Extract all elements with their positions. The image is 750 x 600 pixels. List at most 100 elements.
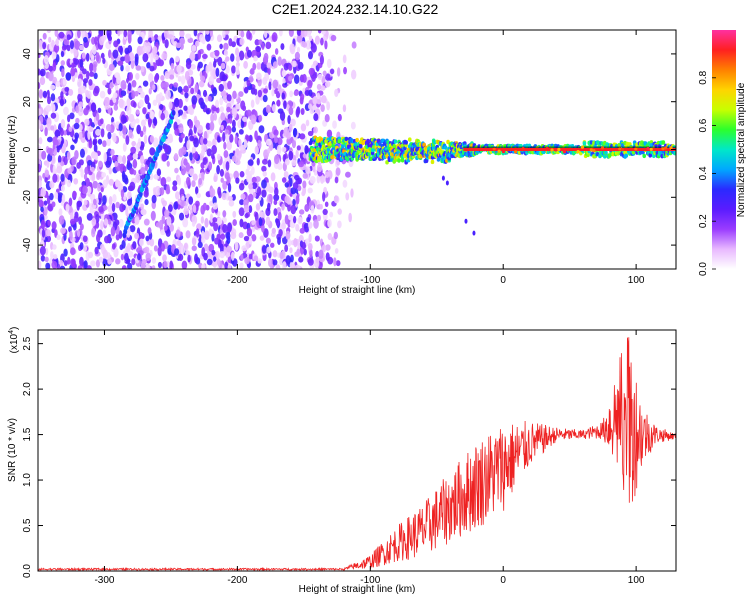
spectrogram-cell <box>51 104 56 113</box>
spectrogram-cell <box>127 30 132 39</box>
spectrogram-cell <box>316 214 322 222</box>
spectrogram-cell <box>232 108 237 119</box>
spectrogram-cell <box>106 137 112 147</box>
spectrogram-cell <box>83 260 88 269</box>
spectrogram-cell <box>134 90 139 97</box>
spectrogram-cell <box>83 107 89 116</box>
spectrogram-cell <box>324 80 331 88</box>
spectrogram-cell <box>40 219 46 230</box>
spectrogram-cell <box>77 265 83 269</box>
spectrogram-cell <box>73 178 79 185</box>
spectrogram-cell <box>63 38 70 46</box>
spectrogram-cell <box>180 245 186 254</box>
spectrogram-cell <box>66 34 71 41</box>
spectrogram-cell <box>205 122 211 131</box>
spectrogram-cell <box>80 85 87 94</box>
spectrogram-cell <box>175 42 182 49</box>
y-tick-label: 0.0 <box>22 564 33 578</box>
spectrogram-cell <box>202 89 208 97</box>
spectrogram-cell <box>276 137 283 146</box>
spectrogram-cell <box>153 118 158 127</box>
colorbar-bar <box>712 30 736 269</box>
spectrogram-cell <box>217 217 223 226</box>
spectrogram-cell <box>562 150 566 154</box>
spectrogram-cell <box>40 206 44 212</box>
spectrogram-cell <box>174 248 180 256</box>
spectrogram-cell <box>226 106 231 113</box>
spectrogram-cell <box>172 185 178 192</box>
spectrogram-cell <box>211 249 216 256</box>
spectrogram-cell <box>238 232 244 239</box>
spectrogram-cell <box>100 220 104 231</box>
spectrogram-cell <box>223 49 228 57</box>
spectrogram-cell <box>152 45 158 55</box>
spectrogram-cell <box>261 42 265 50</box>
spectrogram-cell <box>385 160 389 165</box>
spectrogram-cell <box>81 52 86 59</box>
spectrogram-cell <box>325 252 330 261</box>
spectrogram-cell <box>228 117 233 124</box>
spectrogram-cell <box>321 77 325 84</box>
spectrogram-cell <box>334 88 339 98</box>
spectrogram-cell <box>300 123 307 132</box>
spectrogram-cell <box>240 193 246 200</box>
spectrogram-cell <box>162 254 167 262</box>
spectrogram-cell <box>161 153 168 162</box>
spectrogram-cell <box>284 182 290 188</box>
spectrogram-cell <box>276 99 281 107</box>
spectrogram-cell <box>243 86 249 94</box>
spectrogram-cell <box>337 113 342 122</box>
spectrogram-cell <box>288 30 294 38</box>
spectrogram-cell <box>180 200 186 207</box>
spectrogram-cell <box>113 219 120 226</box>
spectrogram-cell <box>181 260 188 269</box>
spectrogram-cell <box>497 149 501 153</box>
spectrogram-cell <box>219 97 224 106</box>
spectrogram-cell <box>133 169 137 176</box>
spectrogram-cell <box>271 89 275 97</box>
spectrogram-cell <box>108 195 113 206</box>
spectrogram-cell <box>271 227 276 234</box>
spectrogram-cell <box>101 172 107 178</box>
spectrogram-cell <box>233 170 240 180</box>
x-tick-label: -300 <box>94 575 114 586</box>
spectrogram-cell <box>125 206 129 217</box>
spectrogram-cell <box>54 191 59 200</box>
snr-frame <box>37 329 677 572</box>
spectrogram-cell <box>217 258 221 267</box>
spectrogram-cell <box>188 196 194 205</box>
spectrogram-cell <box>320 37 324 46</box>
spectrogram-cell <box>181 195 185 202</box>
spectrogram-cell <box>185 61 192 69</box>
spectrogram-cell <box>305 166 311 175</box>
spectrogram-cell <box>95 52 100 62</box>
spectrogram-cell <box>120 64 124 72</box>
spectrogram-cell <box>38 163 42 173</box>
spectrogram-cell <box>236 37 240 46</box>
spectrogram-cell <box>345 156 350 162</box>
spectrogram-cell <box>112 92 118 99</box>
spectrogram-cell <box>61 68 65 78</box>
spectrogram-cell <box>279 110 286 121</box>
spectrogram-cell <box>250 99 255 108</box>
spectrogram-cell <box>134 232 140 240</box>
spectrogram-cell <box>314 235 320 242</box>
spectrogram-cell <box>100 118 104 125</box>
spectrogram-cell <box>514 150 518 154</box>
spectrogram-cell <box>235 69 240 75</box>
spectrogram-cell <box>246 227 253 237</box>
spectrogram-cell <box>58 215 65 225</box>
spectrogram-cell <box>180 133 185 139</box>
spectrogram-cell <box>129 225 136 233</box>
spectrogram-cell <box>238 129 244 135</box>
spectrogram-cell <box>89 71 95 77</box>
spectrogram-cell <box>43 206 48 216</box>
spectrogram-cell <box>215 250 221 260</box>
spectrogram-cell <box>232 210 237 218</box>
spectrogram-cell <box>287 114 291 125</box>
spectrogram-cell <box>304 30 308 37</box>
spectrogram-cell <box>155 222 161 228</box>
spectrogram-cell <box>189 135 195 142</box>
spectrogram-cell <box>44 256 49 263</box>
spectrogram-cell <box>126 242 131 253</box>
